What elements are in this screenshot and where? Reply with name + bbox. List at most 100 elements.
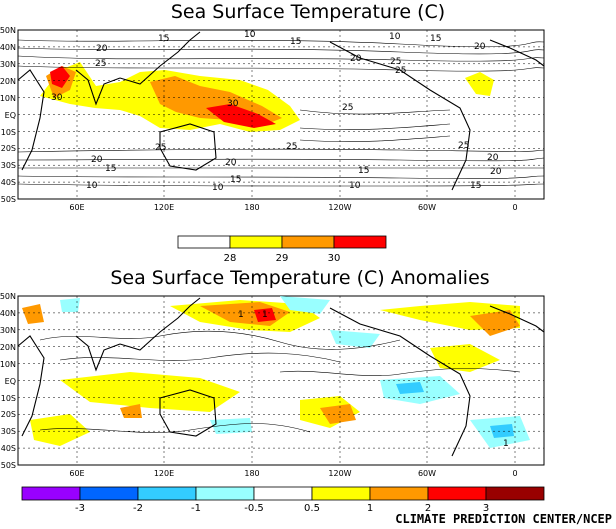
map1-lat-label: 20S bbox=[1, 144, 16, 153]
map2-lat-label: 50N bbox=[0, 292, 16, 301]
map2-contour-label: 1 bbox=[262, 310, 268, 320]
map1-lat-label: 40S bbox=[1, 178, 16, 187]
map2-legend-box bbox=[79, 486, 139, 501]
map1-europe-coast bbox=[489, 39, 545, 67]
map1-contour-label: 25 bbox=[286, 142, 297, 152]
map1-lat-label: 40N bbox=[0, 43, 16, 52]
map1-legend-label: 30 bbox=[328, 253, 341, 264]
map2-asia-coast bbox=[119, 297, 201, 351]
map1-coastlines bbox=[17, 31, 545, 191]
map2-lat-label: 40S bbox=[1, 444, 16, 453]
map1-lat-label: 50N bbox=[0, 26, 16, 35]
map1-americas-coast bbox=[329, 41, 471, 191]
map2-india-coast bbox=[75, 335, 121, 372]
map1-contour-label: 20 bbox=[490, 167, 502, 177]
map2-lon-label: 60W bbox=[418, 469, 436, 478]
map2-australia-coast bbox=[159, 389, 217, 437]
map1-india-coast bbox=[75, 69, 121, 106]
credit-label: CLIMATE PREDICTION CENTER/NCEP bbox=[395, 512, 612, 526]
map1-lon-label: 60E bbox=[69, 203, 84, 212]
map2-lat-label: 10S bbox=[1, 394, 16, 403]
map1-contour-label: 15 bbox=[430, 34, 441, 44]
map1-contour-labels: 15 10 20 15 10 15 20 25 20 25 30 30 25 2… bbox=[51, 30, 502, 193]
map1-lat-label: 30N bbox=[0, 60, 16, 69]
map1-contour-label: 10 bbox=[389, 32, 401, 42]
map1-contour-label: 10 bbox=[86, 181, 98, 191]
map1-contour-label: 25 bbox=[155, 143, 166, 153]
map1-contour-label: 25 bbox=[395, 66, 406, 76]
map1-warm-redsea-30 bbox=[50, 66, 70, 88]
map1-contour-label: 15 bbox=[105, 164, 116, 174]
map1-asia-coast bbox=[119, 31, 201, 85]
map1-legend-box bbox=[333, 235, 387, 249]
map1-lat-label: 50S bbox=[1, 195, 16, 204]
map2-legend-label: -1 bbox=[191, 503, 201, 514]
map2-legend-label: 0.5 bbox=[304, 503, 320, 514]
map2-negative-anomalies bbox=[60, 296, 530, 448]
map1-lon-label: 0 bbox=[512, 203, 517, 212]
map2-europe-coast bbox=[489, 305, 545, 333]
map2-gridlines bbox=[18, 296, 544, 465]
map1-contour-label: 20 bbox=[96, 44, 108, 54]
map1-contour-label: 15 bbox=[230, 175, 241, 185]
map1-warm-pool-30 bbox=[206, 104, 276, 128]
map2-africa-coast bbox=[17, 335, 45, 437]
map2-contour-label: 1 bbox=[238, 310, 244, 320]
map1-australia-coast bbox=[159, 123, 217, 171]
map2-legend-box bbox=[137, 486, 197, 501]
map1-contour-label: 15 bbox=[158, 34, 169, 44]
map1-contour-label: 30 bbox=[227, 99, 239, 109]
map1-contour-label: 25 bbox=[95, 59, 106, 69]
map2-legend-box bbox=[369, 486, 429, 501]
map2-frame: 1 1 1 bbox=[17, 295, 545, 466]
map2-legend: -3 -2 -1 -0.5 0.5 1 2 3 bbox=[21, 486, 545, 514]
map1-contour-label: 15 bbox=[290, 37, 301, 47]
map2-coastlines bbox=[17, 297, 545, 457]
map1-africa-coast bbox=[17, 69, 45, 171]
map2-legend-label: 1 bbox=[367, 503, 373, 514]
map1-contour-label: 20 bbox=[487, 153, 499, 163]
map2-legend-label: 3 bbox=[483, 503, 489, 514]
map2-legend-label: -3 bbox=[75, 503, 85, 514]
map1-contour-label: 15 bbox=[358, 166, 369, 176]
map2-title: Sea Surface Temperature (C) Anomalies bbox=[110, 267, 489, 289]
map2-americas-coast bbox=[329, 307, 471, 457]
map2-legend-box bbox=[253, 486, 313, 501]
map1-legend-label: 29 bbox=[276, 253, 289, 264]
map2-lon-label: 120W bbox=[328, 469, 351, 478]
map1-lat-label: 10N bbox=[0, 94, 16, 103]
map1-contour-label: 20 bbox=[350, 54, 362, 64]
map2-lon-label: 120E bbox=[154, 469, 174, 478]
map1-warm-caribbean-28 bbox=[465, 72, 494, 96]
map2-legend-box bbox=[427, 486, 487, 501]
map1-lon-label: 60W bbox=[418, 203, 436, 212]
map1-legend-box bbox=[229, 235, 283, 249]
map1-lon-label: 120E bbox=[154, 203, 174, 212]
map1-contour-label: 25 bbox=[342, 103, 353, 113]
map2-lon-axis: 60E 120E 180 120W 60W 0 bbox=[69, 469, 517, 478]
map2-legend-box bbox=[311, 486, 371, 501]
map1-isotherms bbox=[17, 39, 545, 187]
map1-contour-label: 20 bbox=[225, 158, 237, 168]
map2-lat-label: EQ bbox=[5, 377, 16, 386]
map1-title: Sea Surface Temperature (C) bbox=[171, 1, 445, 23]
map2-positive-anomalies bbox=[22, 300, 520, 446]
map2-lon-label: 0 bbox=[512, 469, 517, 478]
map1-lat-label: 30S bbox=[1, 161, 16, 170]
map1-legend-box bbox=[281, 235, 335, 249]
map2-lat-label: 20S bbox=[1, 410, 16, 419]
map1-lat-label: 10S bbox=[1, 128, 16, 137]
map2-legend-label: 2 bbox=[425, 503, 431, 514]
map1-legend-box bbox=[177, 235, 231, 249]
map1-lon-label: 120W bbox=[328, 203, 351, 212]
map2-legend-label: -2 bbox=[133, 503, 143, 514]
map1-legend-label: 28 bbox=[224, 253, 237, 264]
map1-lat-axis: 50N 40N 30N 20N 10N EQ 10S 20S 30S 40S 5… bbox=[0, 26, 16, 204]
map2-lat-axis: 50N 40N 30N 20N 10N EQ 10S 20S 30S 40S 5… bbox=[0, 292, 16, 470]
map1-contour-label: 25 bbox=[458, 141, 469, 151]
map2-contour-labels: 1 1 1 bbox=[238, 310, 509, 449]
map1-contour-label: 10 bbox=[244, 30, 256, 40]
map2-legend-box bbox=[485, 486, 545, 501]
map1-contour-label: 30 bbox=[51, 93, 63, 103]
map2-lat-label: 20N bbox=[0, 343, 16, 352]
